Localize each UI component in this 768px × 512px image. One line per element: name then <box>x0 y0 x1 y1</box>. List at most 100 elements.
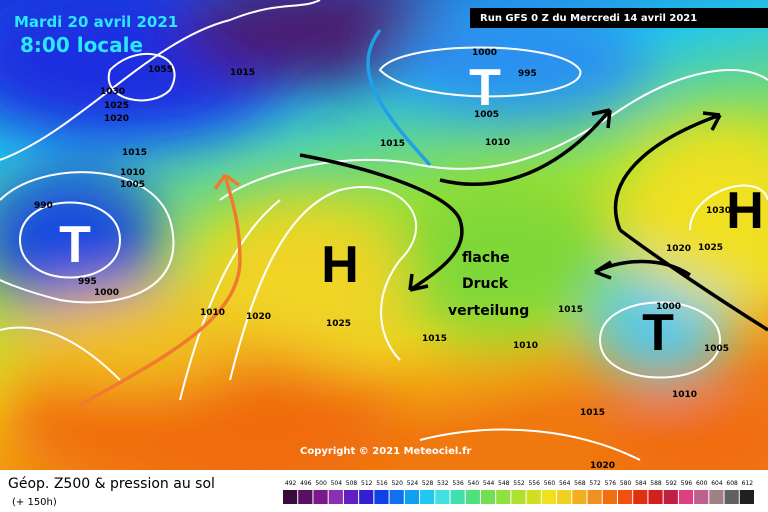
legend-label: 568 <box>574 480 586 487</box>
legend-label: 588 <box>650 480 662 487</box>
legend-label: 492 <box>285 480 297 487</box>
annotation: verteilung <box>448 303 529 319</box>
legend-label: 560 <box>544 480 556 487</box>
pressure-system: T <box>642 304 674 362</box>
isobar-label: 1025 <box>326 319 351 329</box>
legend-swatch <box>298 490 313 504</box>
legend-swatch <box>450 490 465 504</box>
isobar-label: 1030 <box>100 87 125 97</box>
annotation: flache <box>462 250 510 266</box>
isobar-label: 1005 <box>474 110 499 120</box>
isobar-label: 1010 <box>672 390 697 400</box>
isobar-label: 1005 <box>120 180 145 190</box>
legend-label: 548 <box>498 480 510 487</box>
isobar-label: 1000 <box>94 288 119 298</box>
isobar-label: 1055 <box>148 65 173 75</box>
legend-swatch <box>420 490 435 504</box>
isobar-label: 995 <box>78 277 97 287</box>
isobar-label: 1015 <box>122 148 147 158</box>
legend-swatch <box>724 490 739 504</box>
legend-swatch <box>739 490 754 504</box>
legend-swatch <box>313 490 328 504</box>
legend-swatch <box>526 490 541 504</box>
legend-swatch <box>694 490 709 504</box>
isobar-label: 1030 <box>706 206 731 216</box>
legend-swatch <box>557 490 572 504</box>
legend-label: 500 <box>315 480 327 487</box>
isobar-label: 1000 <box>656 302 681 312</box>
legend-swatch <box>496 490 511 504</box>
isobar-label: 1005 <box>704 344 729 354</box>
legend-swatch <box>283 490 298 504</box>
legend-swatch <box>404 490 420 504</box>
legend-label: 600 <box>696 480 708 487</box>
isobar-label: 990 <box>34 201 53 211</box>
legend-label: 576 <box>605 480 617 487</box>
date-text: Mardi 20 avril 2021 <box>14 13 178 31</box>
legend-label: 532 <box>437 480 449 487</box>
legend-label: 508 <box>346 480 358 487</box>
time-text: 8:00 locale <box>20 33 143 57</box>
legend-swatch <box>435 490 450 504</box>
isobar-label: 1025 <box>698 243 723 253</box>
footer-title: Géop. Z500 & pression au sol <box>8 476 215 492</box>
arrows <box>79 28 768 407</box>
annotation: Druck <box>462 276 509 292</box>
legend-label: 608 <box>726 480 738 487</box>
isobar-label: 1015 <box>230 68 255 78</box>
isobar-label: 1020 <box>246 312 271 322</box>
copyright: Copyright © 2021 Meteociel.fr <box>300 446 471 457</box>
isobar-label: 1010 <box>513 341 538 351</box>
legend-swatch <box>633 490 648 504</box>
legend-label: 596 <box>681 480 693 487</box>
isobar-label: 1020 <box>666 244 691 254</box>
legend-label: 556 <box>528 480 540 487</box>
legend-label: 580 <box>620 480 632 487</box>
legend-swatch <box>617 490 633 504</box>
legend-label: 592 <box>666 480 678 487</box>
isobar-label: 1000 <box>472 48 497 58</box>
legend-swatch <box>678 490 694 504</box>
run-banner <box>470 8 768 28</box>
legend-label: 536 <box>452 480 464 487</box>
legend-label: 496 <box>300 480 312 487</box>
legend-swatch <box>389 490 404 504</box>
legend-label: 564 <box>559 480 571 487</box>
isobar-label: 1025 <box>104 101 129 111</box>
legend-swatch <box>602 490 617 504</box>
legend-swatch <box>511 490 526 504</box>
isobar-label: 995 <box>518 69 537 79</box>
isobar-label: 1020 <box>104 114 129 124</box>
legend-label: 524 <box>407 480 419 487</box>
legend-swatch <box>374 490 389 504</box>
legend-swatch <box>343 490 359 504</box>
map-field <box>0 0 768 470</box>
legend-label: 612 <box>742 480 754 487</box>
legend-swatch <box>328 490 343 504</box>
run-text: Run GFS 0 Z du Mercredi 14 avril 2021 <box>480 13 697 24</box>
legend-swatch <box>709 490 724 504</box>
legend-label: 540 <box>468 480 480 487</box>
legend-label: 504 <box>331 480 343 487</box>
legend-swatch <box>480 490 496 504</box>
legend-label: 552 <box>513 480 525 487</box>
legend-swatch <box>572 490 587 504</box>
isobar-label: 1010 <box>485 138 510 148</box>
legend-label: 584 <box>635 480 647 487</box>
pressure-system: T <box>59 216 91 274</box>
legend-label: 512 <box>361 480 373 487</box>
legend-swatch <box>648 490 663 504</box>
legend-label: 604 <box>711 480 723 487</box>
legend-label: 516 <box>376 480 388 487</box>
isobar-label: 1020 <box>590 461 615 471</box>
isobars <box>0 0 768 460</box>
legend-label: 572 <box>589 480 601 487</box>
isobar-label: 1015 <box>580 408 605 418</box>
isobar-label: 1010 <box>200 308 225 318</box>
isobar-label: 1010 <box>120 168 145 178</box>
legend-swatch <box>587 490 602 504</box>
legend-label: 544 <box>483 480 495 487</box>
legend-swatch <box>359 490 374 504</box>
footer-subtitle: (+ 150h) <box>12 497 57 508</box>
